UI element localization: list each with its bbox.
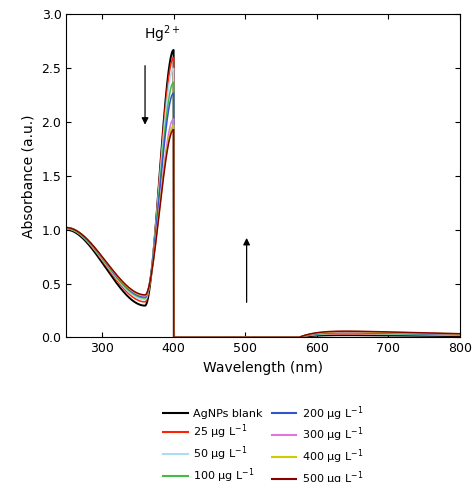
Y-axis label: Absorbance (a.u.): Absorbance (a.u.) xyxy=(22,114,36,238)
Text: Hg$^{2+}$: Hg$^{2+}$ xyxy=(144,23,180,45)
X-axis label: Wavelength (nm): Wavelength (nm) xyxy=(203,361,323,375)
Legend: AgNPs blank, 25 μg L$^{-1}$, 50 μg L$^{-1}$, 100 μg L$^{-1}$, 200 μg L$^{-1}$, 3: AgNPs blank, 25 μg L$^{-1}$, 50 μg L$^{-… xyxy=(159,400,367,482)
